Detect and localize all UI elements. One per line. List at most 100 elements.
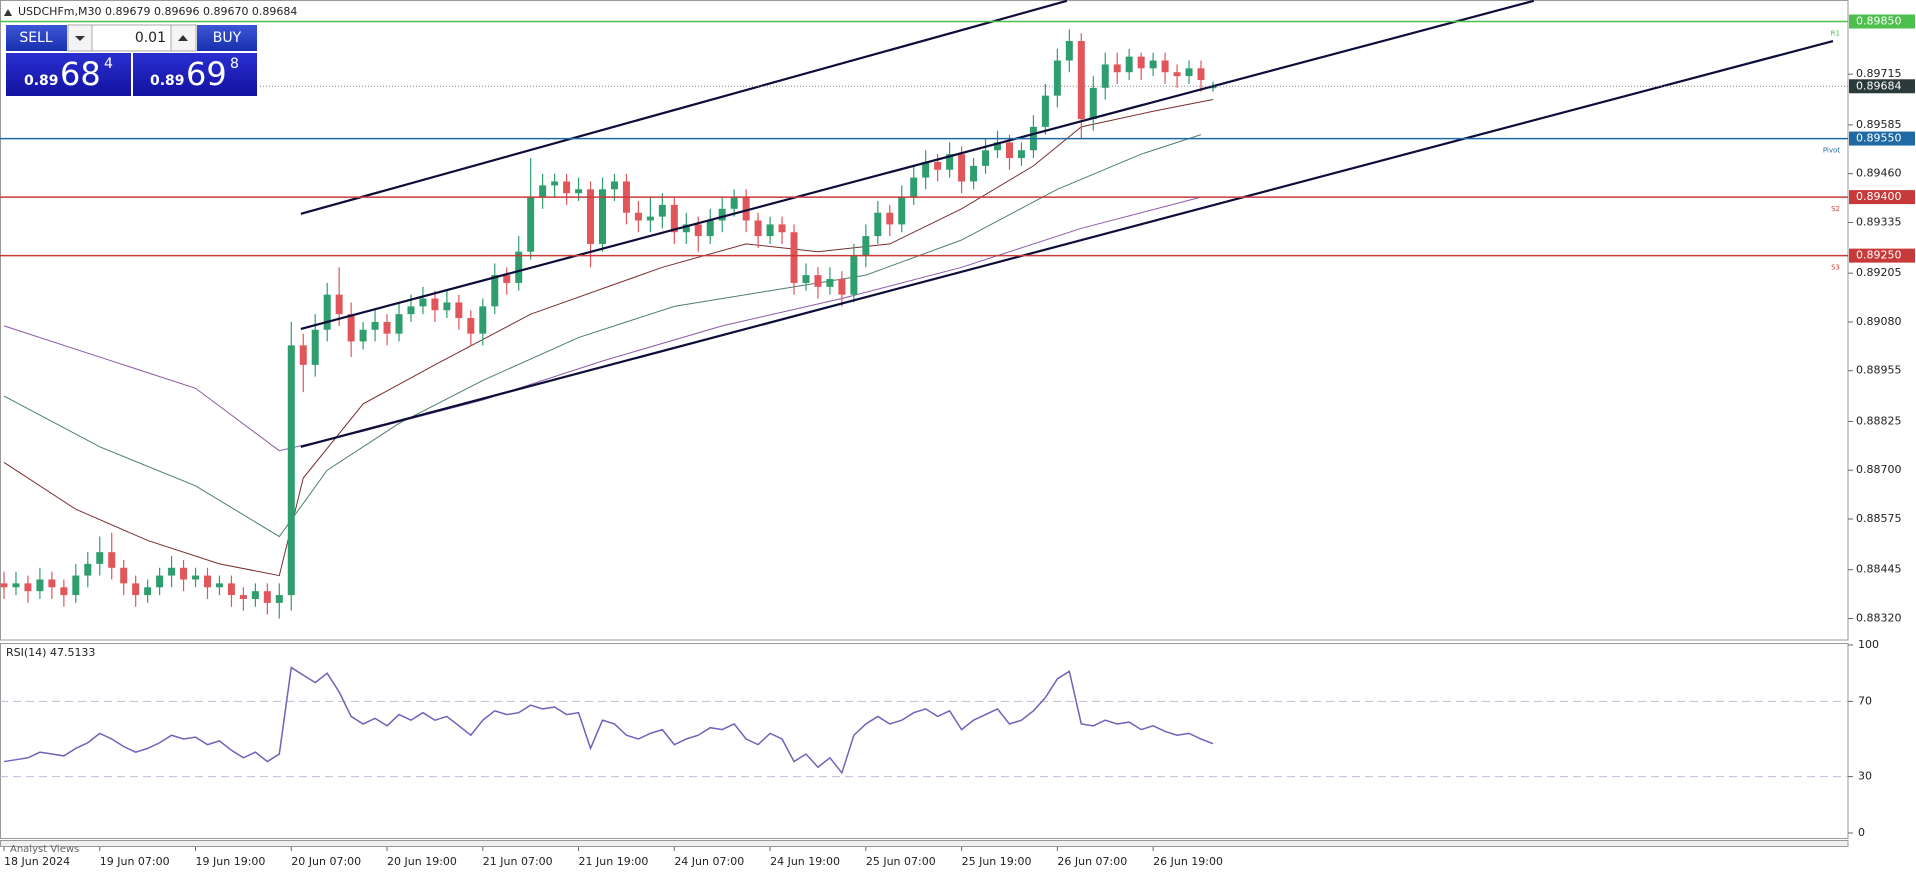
candle-body: [766, 224, 774, 237]
candle-body: [503, 275, 511, 283]
rsi-panel: [0, 643, 1849, 839]
x-tick-label: 26 Jun 07:00: [1057, 855, 1127, 868]
y-tick-label: 30: [1858, 770, 1872, 783]
y-tick-label: 0.89715: [1856, 67, 1902, 80]
candle-body: [1089, 87, 1097, 120]
y-tick-label: 100: [1858, 638, 1879, 651]
x-tick-label: 25 Jun 07:00: [866, 855, 936, 868]
sell-button[interactable]: [6, 25, 67, 51]
candle-body: [814, 275, 822, 287]
candle-body: [730, 197, 738, 209]
candle-body: [1161, 60, 1169, 73]
level-value: 0.89250: [1856, 249, 1902, 262]
candle-body: [754, 220, 762, 237]
x-tick-label: 20 Jun 07:00: [291, 855, 361, 868]
candle-body: [48, 579, 56, 588]
level-value: 0.89850: [1856, 15, 1902, 28]
sell-label: SELL: [19, 30, 53, 46]
y-tick-label: 0.88320: [1856, 611, 1902, 624]
last-price-label: 0.89684: [1856, 79, 1902, 92]
candle-body: [1113, 64, 1121, 73]
candle-body: [1017, 150, 1025, 159]
analyst-strip: [0, 840, 1849, 847]
candle-body: [527, 197, 535, 252]
x-tick-label: 21 Jun 07:00: [483, 855, 553, 868]
bid-small: 4: [104, 56, 113, 72]
candle-body: [0, 583, 8, 588]
candle-body: [419, 298, 427, 307]
candle-body: [718, 208, 726, 221]
candle-body: [455, 302, 463, 319]
y-tick-label: 0.89205: [1856, 266, 1902, 279]
candle-body: [275, 595, 283, 603]
candle-body: [682, 224, 690, 233]
x-tick-label: 19 Jun 07:00: [100, 855, 170, 868]
candle-body: [886, 212, 894, 225]
x-tick-label: 20 Jun 19:00: [387, 855, 457, 868]
candle-body: [850, 255, 858, 295]
candle-body: [72, 575, 80, 596]
x-tick-label: 26 Jun 19:00: [1153, 855, 1223, 868]
candle-body: [1173, 72, 1181, 77]
candle-body: [1053, 60, 1061, 96]
candle-body: [371, 321, 379, 330]
candle-body: [934, 161, 942, 170]
header: USDCHFm,M30 0.89679 0.89696 0.89670 0.89…: [18, 5, 297, 18]
candle-body: [910, 177, 918, 198]
candle-body: [874, 212, 882, 237]
candle-body: [994, 142, 1002, 151]
x-tick-label: 18 Jun 2024: [4, 855, 70, 868]
bid-box[interactable]: [6, 53, 131, 96]
level-name: S3: [1831, 264, 1840, 272]
candle-body: [347, 314, 355, 342]
candle-body: [1125, 56, 1133, 73]
candle-body: [838, 279, 846, 295]
candle-body: [646, 216, 654, 221]
level-tag: [1849, 190, 1915, 205]
buy-button[interactable]: [197, 25, 257, 51]
candle-body: [203, 575, 211, 588]
trendline: [300, 0, 1068, 215]
y-tick-label: 0.88700: [1856, 463, 1902, 476]
lot-value: 0.01: [135, 30, 166, 46]
candle-body: [1077, 41, 1085, 120]
candle-body: [970, 165, 978, 182]
level-name: Pivot: [1823, 147, 1840, 155]
candle-body: [742, 197, 750, 221]
candle-body: [862, 236, 870, 256]
level-name: R1: [1831, 30, 1840, 38]
x-tick-label: 19 Jun 19:00: [196, 855, 266, 868]
footer: Analyst Views: [10, 844, 79, 855]
candle-body: [599, 189, 606, 244]
candle-body: [431, 298, 439, 311]
up-arrow: [178, 35, 188, 41]
x-tick-label: 24 Jun 07:00: [674, 855, 744, 868]
lot-input[interactable]: [91, 24, 172, 52]
candle-body: [443, 302, 451, 311]
candle-body: [323, 294, 331, 330]
ask-box[interactable]: [133, 53, 257, 96]
candle-body: [491, 275, 499, 307]
candle-body: [383, 321, 391, 334]
y-tick-label: 0.88575: [1856, 512, 1902, 525]
candle-body: [958, 154, 966, 182]
y-tick-label: 0.89080: [1856, 315, 1902, 328]
collapse-icon[interactable]: [4, 9, 12, 16]
candle-body: [144, 587, 152, 596]
candle-body: [922, 161, 930, 178]
candle-body: [60, 587, 68, 596]
candle-body: [156, 575, 164, 588]
bid-prefix: 0.89: [24, 73, 59, 89]
candle-body: [168, 567, 176, 576]
y-tick-label: 0.88445: [1856, 563, 1902, 576]
candle-body: [227, 583, 235, 596]
rsi-title: RSI(14) 47.5133: [6, 646, 95, 659]
candle-body: [539, 185, 547, 198]
candle-body: [239, 595, 247, 599]
candle-body: [120, 567, 128, 584]
moving-average: [3, 99, 1214, 577]
candle-body: [251, 591, 259, 599]
candle-body: [12, 583, 20, 588]
